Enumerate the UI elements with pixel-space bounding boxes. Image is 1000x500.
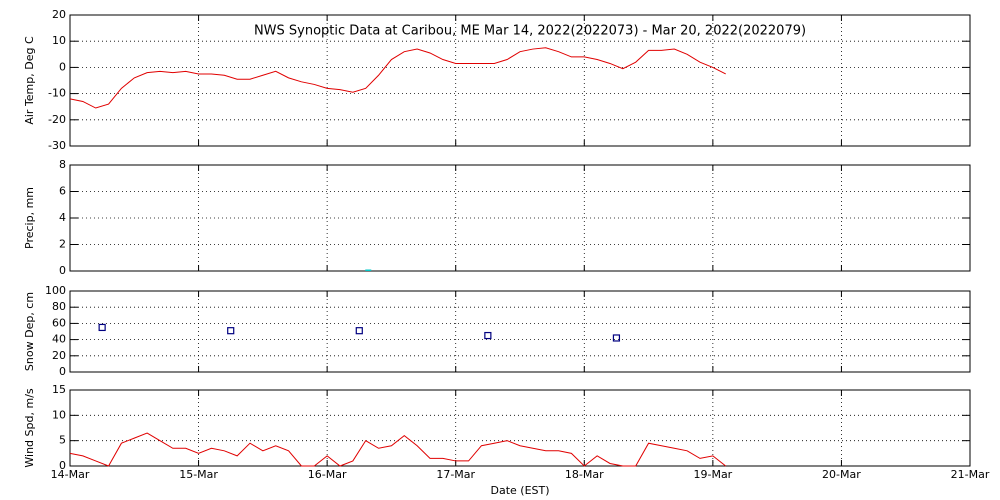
- y-axis-label: Precip, mm: [23, 187, 36, 249]
- y-axis-label: Air Temp, Deg C: [23, 36, 36, 125]
- y-tick-label: 6: [59, 185, 66, 198]
- y-tick-label: -10: [48, 87, 66, 100]
- y-tick-label: 0: [59, 459, 66, 472]
- y-tick-label: 10: [52, 408, 66, 421]
- plot-frame: [69, 290, 971, 373]
- y-tick-label: 80: [52, 300, 66, 313]
- x-tick-label: 16-Mar: [308, 468, 347, 481]
- plot-frame: [69, 14, 971, 147]
- y-tick-label: 20: [52, 349, 66, 362]
- x-tick-label: 19-Mar: [693, 468, 732, 481]
- marker: [612, 334, 621, 342]
- y-axis-label: Snow Dep, cm: [23, 292, 36, 371]
- y-tick-label: 10: [52, 34, 66, 47]
- x-tick-label: 15-Mar: [179, 468, 218, 481]
- y-tick-label: 40: [52, 333, 66, 346]
- marker: [355, 327, 363, 335]
- y-tick-label: 0: [59, 365, 66, 378]
- y-tick-label: -20: [48, 113, 66, 126]
- y-axis-label: Wind Spd, m/s: [23, 388, 36, 468]
- marker: [227, 327, 235, 335]
- y-tick-label: 0: [59, 60, 66, 73]
- x-tick-label: 21-Mar: [951, 468, 990, 481]
- y-tick-label: 4: [59, 211, 66, 224]
- plot-frame: [69, 389, 971, 467]
- x-axis-label: Date (EST): [490, 484, 549, 497]
- bar: [365, 269, 372, 271]
- x-tick-label: 14-Mar: [51, 468, 90, 481]
- data-line: [69, 47, 726, 109]
- data-line: [69, 432, 727, 467]
- y-tick-label: -30: [48, 139, 66, 152]
- x-tick-label: 17-Mar: [436, 468, 475, 481]
- x-tick-label: 20-Mar: [822, 468, 861, 481]
- marker: [484, 331, 492, 340]
- y-tick-label: 8: [59, 158, 66, 171]
- y-tick-label: 0: [59, 264, 66, 277]
- y-tick-label: 15: [52, 383, 66, 396]
- y-tick-label: 100: [45, 284, 66, 297]
- x-tick-label: 18-Mar: [565, 468, 604, 481]
- chart-title: NWS Synoptic Data at Caribou, ME Mar 14,…: [254, 24, 806, 39]
- y-tick-label: 20: [52, 8, 66, 21]
- y-tick-label: 60: [52, 316, 66, 329]
- y-tick-label: 5: [59, 434, 66, 447]
- marker: [98, 323, 106, 332]
- y-tick-label: 2: [59, 238, 66, 251]
